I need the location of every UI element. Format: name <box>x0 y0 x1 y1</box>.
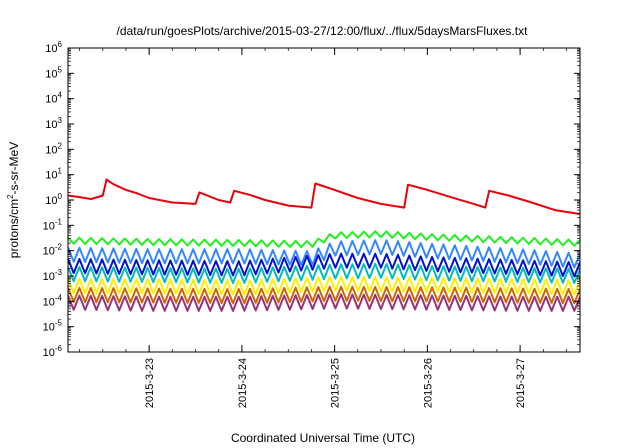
x-tick-label: 2015-3-25 <box>330 358 342 408</box>
y-tick-label: 103 <box>45 116 62 131</box>
x-tick-label: 2015-3-24 <box>237 358 249 408</box>
y-tick-label: 104 <box>45 91 62 106</box>
y-axis-title: protons/cm2-s-sr-MeV <box>6 142 21 258</box>
chart-title: /data/run/goesPlots/archive/2015-03-27/1… <box>117 24 529 38</box>
series-line-4 <box>68 252 580 278</box>
series-line-2 <box>68 230 580 249</box>
y-tick-label: 10-6 <box>43 344 63 359</box>
x-tick-label: 2015-3-23 <box>144 358 156 408</box>
x-tick-label: 2015-3-27 <box>515 358 527 408</box>
series-line-3 <box>68 239 580 269</box>
series-line-1 <box>68 178 580 215</box>
series-line-5 <box>68 262 580 284</box>
y-tick-label: 10-5 <box>43 319 63 334</box>
series-layer <box>68 178 580 312</box>
x-axis-title: Coordinated Universal Time (UTC) <box>231 431 415 445</box>
y-tick-label: 105 <box>45 65 62 80</box>
y-tick-label: 106 <box>45 40 62 55</box>
y-tick-label: 102 <box>45 141 62 156</box>
series-line-7 <box>68 285 580 305</box>
y-tick-label: 10-1 <box>43 217 63 232</box>
y-tick-label: 101 <box>45 167 62 182</box>
y-tick-label: 100 <box>45 192 62 207</box>
y-tick-label: 10-2 <box>43 243 63 258</box>
series-line-6 <box>68 275 580 296</box>
y-tick-label: 10-3 <box>43 268 63 283</box>
series-line-8 <box>68 293 580 312</box>
y-tick-label: 10-4 <box>43 293 63 308</box>
axis-layer: 10-6 10-5 10-4 10-3 10-2 10-1 100 101 102 103 104 1… <box>43 40 580 408</box>
x-tick-label: 2015-3-26 <box>422 358 434 408</box>
